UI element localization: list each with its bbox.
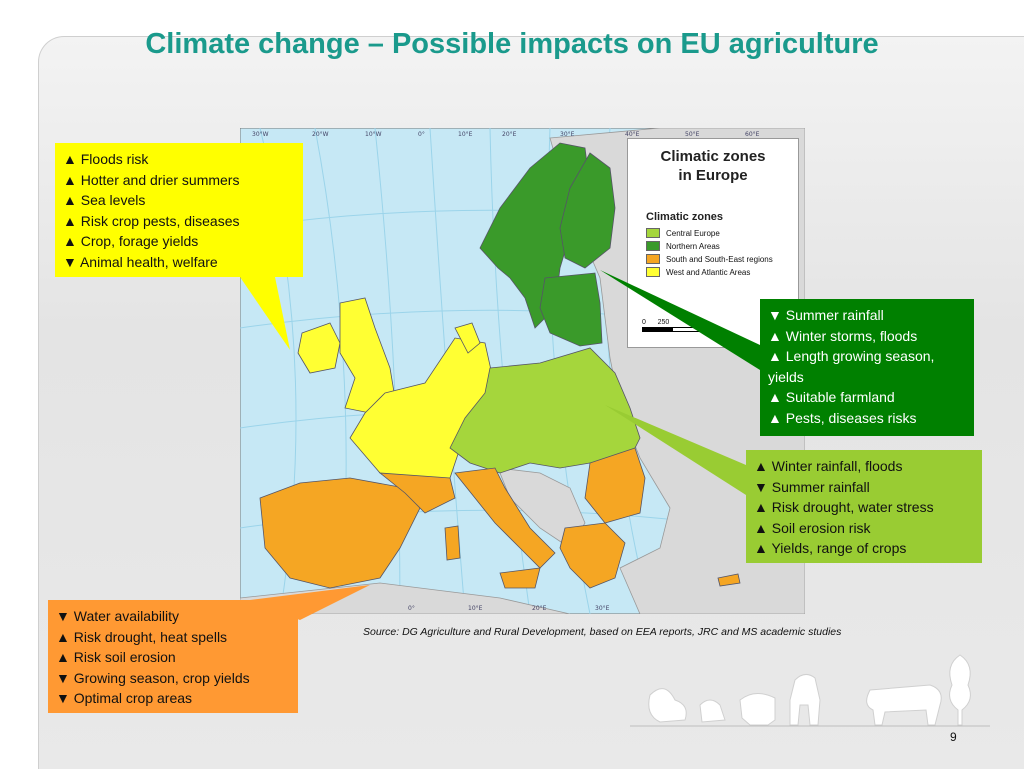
callout-line: ▲ Pests, diseases risks (768, 409, 917, 426)
zone-south-cyprus (717, 573, 741, 587)
pointer-central (605, 405, 746, 495)
legend-item-northern: Northern Areas (646, 241, 720, 251)
tick-top-0: 30°W (252, 131, 269, 138)
callout-line: ▲ Soil erosion risk (754, 519, 871, 536)
zone-south-sardinia (444, 525, 461, 561)
callout-line: ▲ Yields, range of crops (754, 540, 907, 557)
callout-south: ▼ Water availability ▲ Risk drought, hea… (48, 600, 298, 713)
farm-animals-decoration (630, 654, 990, 727)
callout-line: ▼ Optimal crop areas (56, 690, 193, 707)
pointer-west (240, 277, 290, 350)
legend-swatch-south (646, 254, 660, 264)
callout-line: ▲ Winter rainfall, floods (754, 458, 903, 474)
zone-south-iberia (259, 477, 421, 589)
zone-south-france (378, 472, 456, 514)
callout-line: ▲ Floods risk (63, 151, 149, 167)
pointer-north (600, 270, 760, 370)
legend-item-south: South and South-East regions (646, 254, 773, 264)
zone-west-ireland (297, 322, 341, 374)
callout-central: ▲ Winter rainfall, floods ▼ Summer rainf… (746, 450, 982, 563)
tick-bottom-1: 10°E (468, 605, 483, 612)
tick-top-7: 40°E (625, 131, 640, 138)
map-tick-labels: 30°W 20°W 10°W 0° 10°E 20°E 30°E 40°E 50… (252, 131, 760, 612)
goose-icon (648, 688, 687, 723)
slide-title: Climate change – Possible impacts on EU … (145, 28, 879, 60)
callout-line: ▲ Hotter and drier summers (63, 171, 240, 188)
tick-bottom-0: 0° (408, 605, 415, 612)
callout-line: ▼ Summer rainfall (754, 478, 870, 495)
callout-line: ▼ Summer rainfall (768, 307, 884, 323)
tick-top-5: 20°E (502, 131, 517, 138)
zone-northern-baltics (539, 272, 603, 347)
tick-top-9: 60°E (745, 131, 760, 138)
zone-south-italy (454, 467, 556, 569)
legend-swatch-west (646, 267, 660, 277)
callout-line: ▲ Risk drought, water stress (754, 499, 934, 516)
tick-bottom-2: 20°E (532, 605, 547, 612)
tick-top-3: 0° (418, 131, 425, 138)
tick-top-2: 10°W (365, 131, 382, 138)
zone-west-denmark (454, 322, 481, 354)
callout-line: yields (768, 368, 804, 385)
callout-line: ▼ Growing season, crop yields (56, 669, 250, 686)
tick-top-8: 50°E (685, 131, 700, 138)
page-number: 9 (950, 730, 957, 744)
tick-top-6: 30°E (560, 131, 575, 138)
source-note: Source: DG Agriculture and Rural Develop… (363, 626, 842, 638)
chicken-icon (699, 699, 726, 723)
cow-icon (866, 684, 942, 726)
zone-northern-finland (559, 152, 616, 269)
legend-swatch-central (646, 228, 660, 238)
tick-top-4: 10°E (458, 131, 473, 138)
legend-subtitle: Climatic zones (646, 211, 724, 223)
callout-line: ▲ Risk drought, heat spells (56, 628, 228, 645)
callout-line: ▲ Risk soil erosion (56, 649, 176, 666)
callout-line: ▼ Water availability (56, 608, 180, 624)
tick-top-1: 20°W (312, 131, 329, 138)
goat-icon (789, 674, 821, 726)
legend-swatch-northern (646, 241, 660, 251)
legend-title: Climatic zones in Europe (660, 148, 766, 184)
zone-south-sicily (499, 567, 541, 589)
callout-line: ▲ Risk crop pests, diseases (63, 212, 240, 229)
callout-line: ▲ Length growing season, (768, 348, 935, 365)
legend-item-central: Central Europe (646, 228, 720, 238)
callout-line: ▲ Suitable farmland (768, 389, 895, 406)
callout-northern: ▼ Summer rainfall ▲ Winter storms, flood… (760, 299, 974, 436)
legend-item-west: West and Atlantic Areas (646, 267, 750, 277)
sheep-icon (739, 693, 776, 726)
tick-bottom-3: 30°E (595, 605, 610, 612)
callout-line: ▲ Winter storms, floods (768, 327, 918, 344)
zone-central (449, 347, 641, 474)
callout-line: ▼ Animal health, welfare (63, 253, 218, 270)
zone-south-greece (559, 522, 626, 589)
callout-line: ▲ Sea levels (63, 192, 146, 209)
callout-line: ▲ Crop, forage yields (63, 233, 199, 250)
zone-south-romania-bulgaria (584, 447, 646, 524)
callout-west-atlantic: ▲ Floods risk ▲ Hotter and drier summers… (55, 143, 303, 277)
tree-icon (949, 654, 971, 726)
